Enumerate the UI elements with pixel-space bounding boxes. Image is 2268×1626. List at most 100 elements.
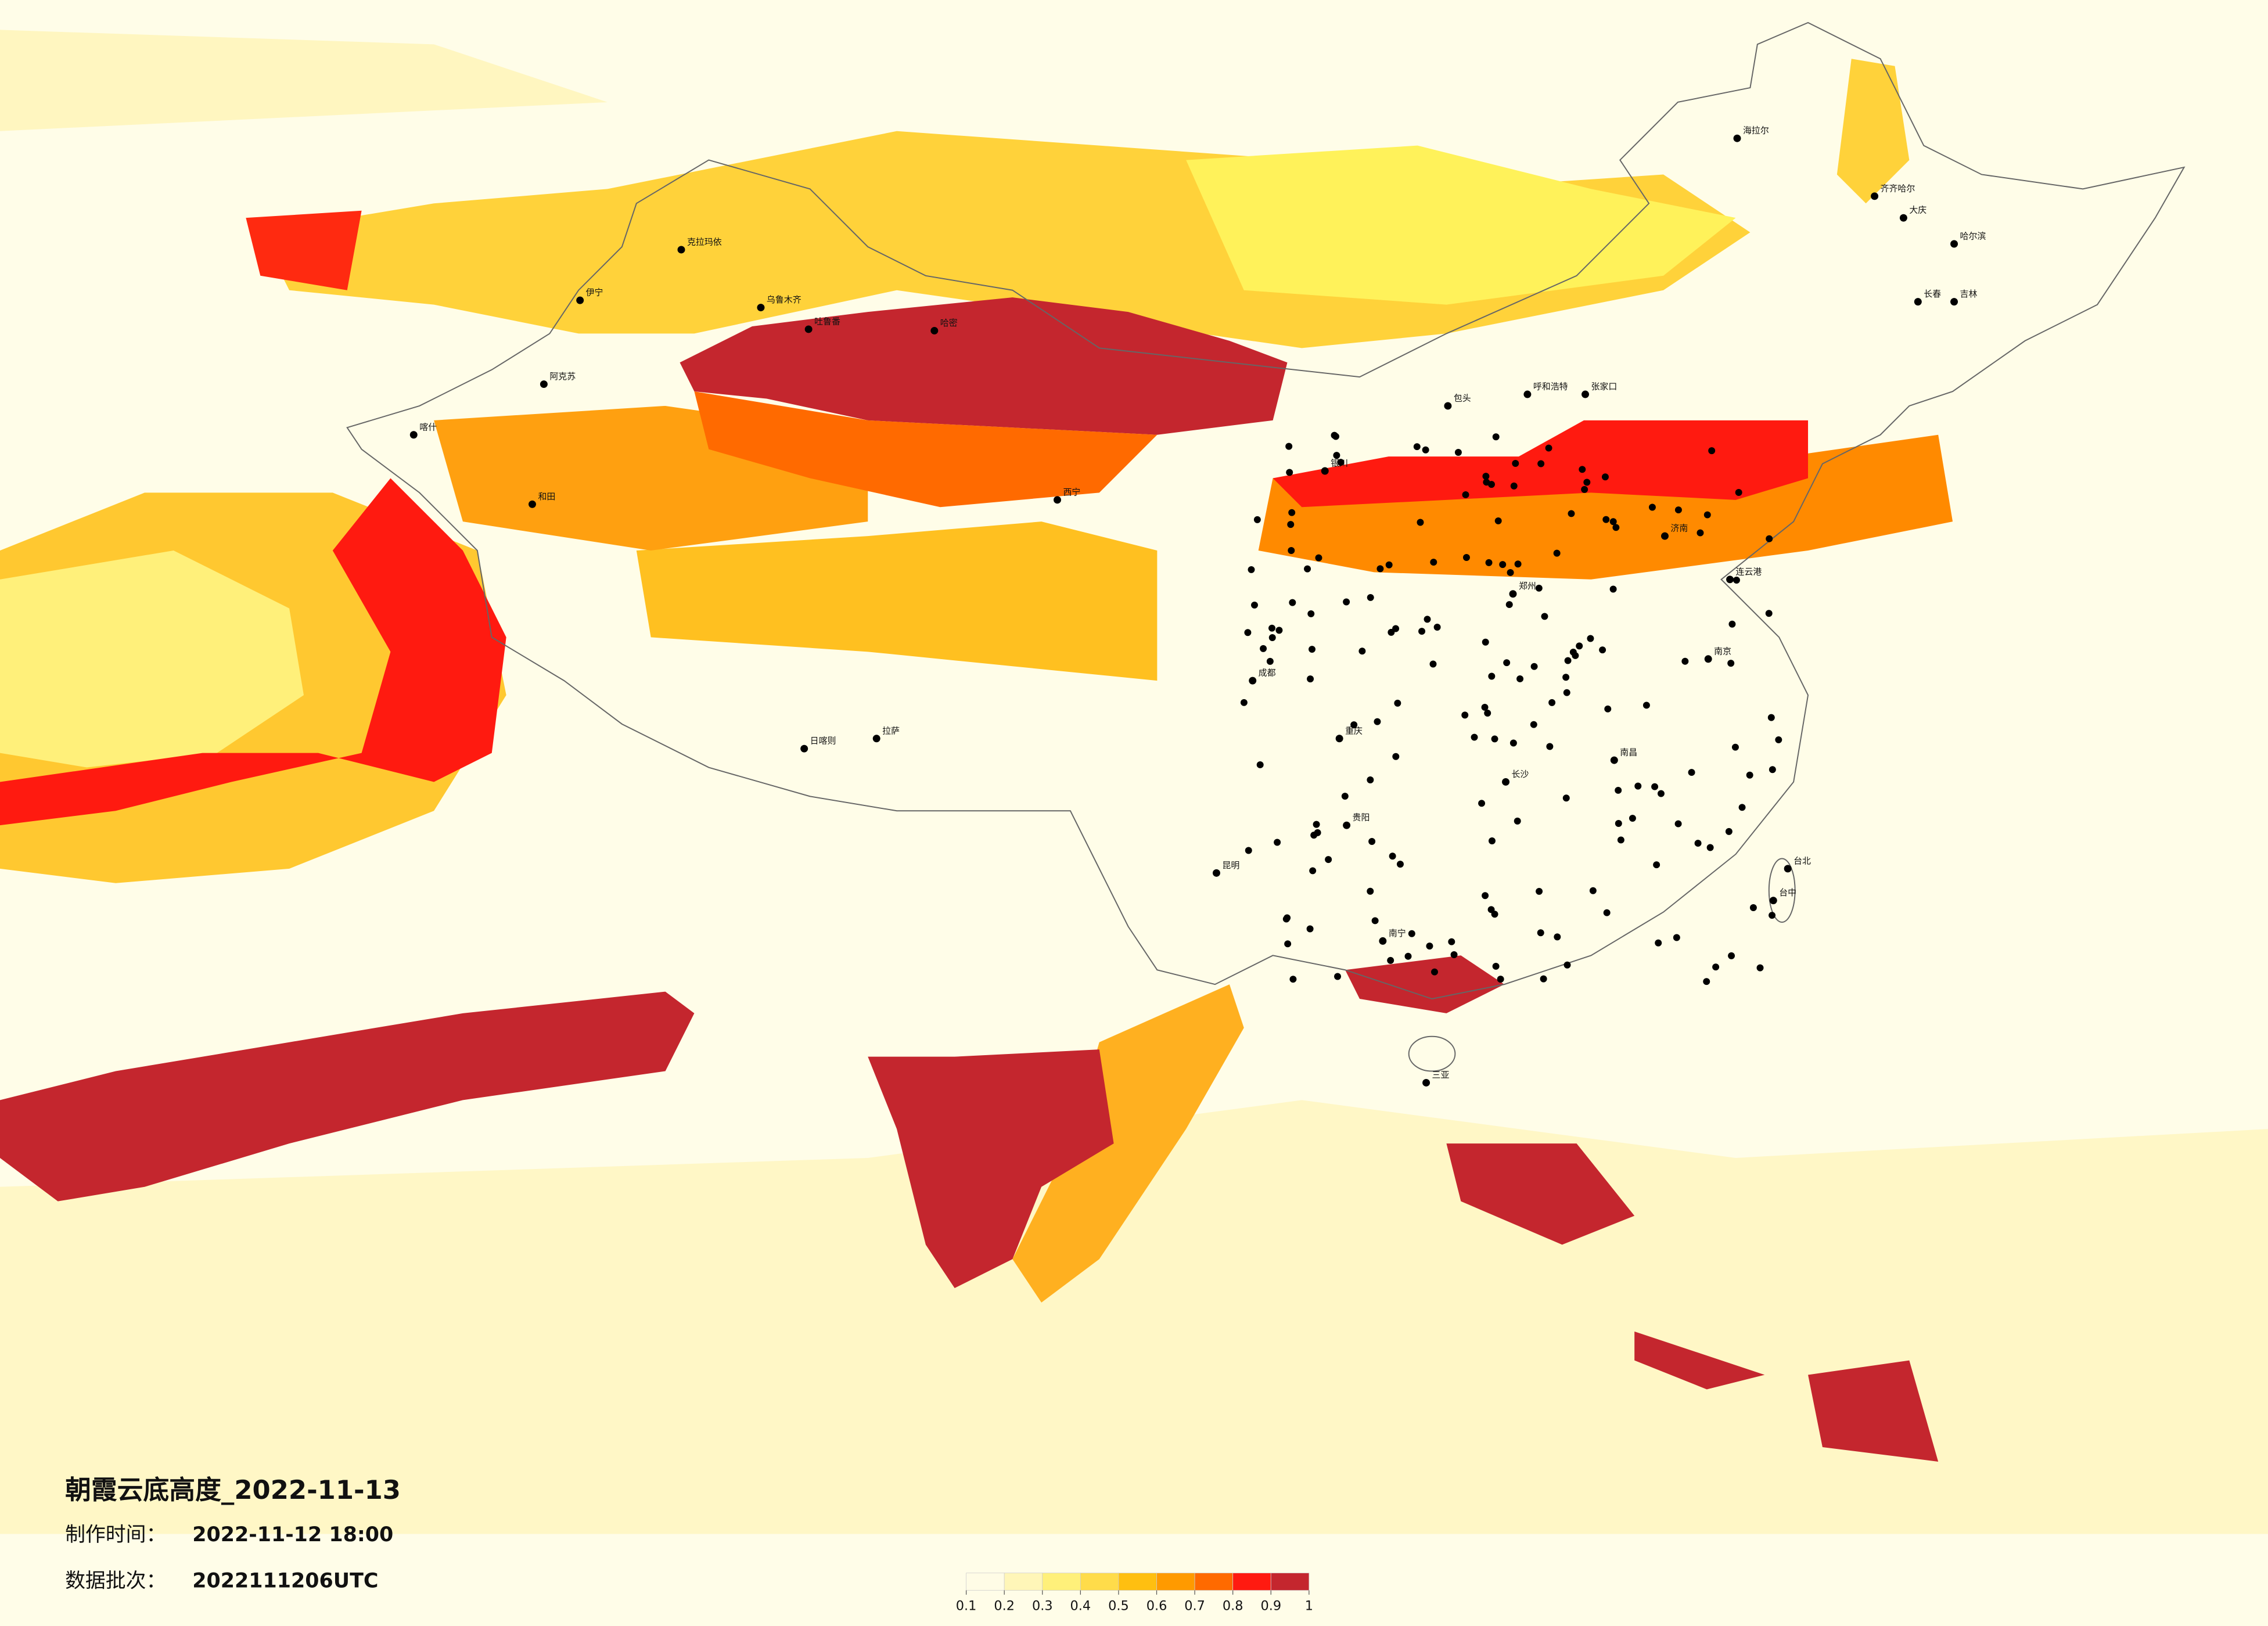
city-dot <box>1337 459 1345 466</box>
city-dot <box>1482 892 1489 900</box>
city-dot <box>1537 460 1545 467</box>
city-dot <box>1404 952 1412 960</box>
city-dot <box>1775 736 1782 743</box>
city-label: 长沙 <box>1512 769 1529 779</box>
city-dot <box>1728 620 1736 628</box>
city-dot <box>1315 554 1322 562</box>
city-dot <box>1706 844 1714 851</box>
city-label: 阿克苏 <box>549 371 576 382</box>
city-dot <box>1704 655 1712 663</box>
city-dot <box>1413 443 1421 451</box>
city-dot <box>1681 657 1689 665</box>
city-dot <box>1674 506 1682 514</box>
city-dot <box>1553 549 1561 557</box>
city-dot <box>1335 735 1343 743</box>
city-label: 台北 <box>1793 855 1811 866</box>
city-dot <box>1417 519 1424 526</box>
city-dot <box>1497 976 1504 983</box>
city-dot <box>800 744 808 753</box>
city-dot <box>1569 648 1577 656</box>
city-dot <box>1653 861 1660 869</box>
city-dot <box>1433 624 1441 631</box>
colorbar-swatch <box>1118 1573 1157 1591</box>
production-time: 2022-11-12 18:00 <box>192 1523 393 1546</box>
city-dot <box>409 431 418 439</box>
city-dot <box>576 296 584 304</box>
city-dot <box>1727 660 1735 667</box>
city-dot <box>1392 625 1400 632</box>
city-dot <box>804 325 813 333</box>
city-dot <box>1471 733 1478 741</box>
city-label: 吐鲁番 <box>814 316 840 326</box>
city-dot <box>1389 852 1396 860</box>
city-dot <box>1266 657 1274 665</box>
city-dot <box>1731 743 1739 751</box>
city-dot <box>1275 627 1283 634</box>
city-label: 贵阳 <box>1353 812 1370 823</box>
city-dot <box>1568 510 1575 517</box>
city-dot <box>1576 642 1583 650</box>
city-label: 哈尔滨 <box>1960 231 1986 242</box>
colorbar-swatch <box>1156 1573 1195 1591</box>
city-dot <box>1343 821 1351 829</box>
city-dot <box>1502 778 1510 786</box>
city-dot <box>1358 647 1366 655</box>
city-dot <box>1240 699 1248 706</box>
city-dot <box>1244 629 1252 636</box>
city-dot <box>1871 192 1879 200</box>
city-dot <box>1487 906 1495 913</box>
city-dot <box>1505 601 1513 609</box>
city-dot <box>1648 503 1656 511</box>
colorbar: 0.1 0.2 0.3 0.4 0.5 0.6 0.7 0.8 0.9 1 <box>956 1573 1313 1614</box>
city-dot <box>1604 705 1612 713</box>
city-dot <box>1655 939 1662 947</box>
city-dot <box>1609 585 1617 593</box>
city-dot <box>1304 565 1311 573</box>
city-dot <box>1325 856 1332 864</box>
city-dot <box>1289 976 1297 983</box>
city-dot <box>1950 298 1958 306</box>
city-dot <box>1615 786 1622 794</box>
city-dot <box>1491 735 1498 743</box>
city-dot <box>1367 887 1374 895</box>
city-dot <box>1282 915 1290 923</box>
city-dot <box>1368 838 1376 845</box>
city-dot <box>1286 469 1293 476</box>
production-label: 制作时间： <box>65 1523 166 1546</box>
city-dot <box>1562 794 1570 802</box>
city-dot <box>1696 529 1704 537</box>
city-dot <box>1379 937 1387 945</box>
city-label: 乌鲁木齐 <box>767 294 801 305</box>
city-dot <box>1769 897 1777 905</box>
city-dot <box>1284 940 1292 948</box>
city-dot <box>1334 973 1341 980</box>
city-label: 郑州 <box>1519 581 1536 591</box>
city-dot <box>1245 847 1252 854</box>
city-dot <box>1516 675 1524 682</box>
city-dot <box>1554 933 1561 941</box>
city-dot <box>1321 467 1329 475</box>
city-dot <box>1540 975 1547 983</box>
city-dot <box>1367 593 1374 601</box>
city-label: 南京 <box>1714 646 1731 656</box>
colorbar-label: 0.4 <box>1070 1599 1091 1614</box>
city-dot <box>872 735 880 743</box>
city-dot <box>1733 577 1740 584</box>
city-dot <box>1307 675 1314 683</box>
colorbar-label: 0.3 <box>1032 1599 1053 1614</box>
city-dot <box>1488 837 1496 844</box>
city-dot <box>1756 964 1764 972</box>
city-dot <box>1461 711 1469 719</box>
city-dot <box>1523 390 1532 398</box>
city-dot <box>1212 869 1220 877</box>
city-dot <box>1546 743 1554 750</box>
city-dot <box>1599 646 1606 654</box>
city-dot <box>1392 753 1400 760</box>
city-label: 台中 <box>1779 887 1796 898</box>
city-dot <box>1444 402 1452 410</box>
city-dot <box>1256 761 1264 768</box>
colorbar-swatch <box>1004 1573 1043 1591</box>
city-dot <box>1545 444 1552 452</box>
city-dot <box>1703 978 1710 985</box>
